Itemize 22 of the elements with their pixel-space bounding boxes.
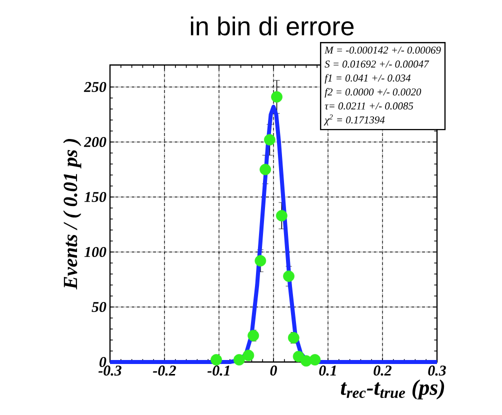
annotation: f1 = 0.041 +/- 0.034 [324,74,411,84]
y-tick-label: 100 [84,246,106,258]
y-tick-label: 200 [84,136,106,148]
annotation: τ= 0.0211 +/- 0.0085 [324,102,414,110]
x-tick-label: 0.3 [428,366,446,376]
annotation: χ$^{2}$ = 0.171394 [324,114,385,126]
x-tick-label: -0.3 [98,366,122,376]
x-tick-label: -0.1 [207,366,230,376]
y-tick-label: 250 [84,82,106,92]
x-tick-label: 0.2 [374,366,392,376]
y-tick-label: 0 [100,356,106,368]
x-axis-title: t$_{rec}$-t$_{true}$ (ps) [340,380,444,400]
x-tick-label: -0.2 [152,366,176,376]
x-tick-label: 0.1 [319,366,336,376]
text: M = -0.000142 +/- 0.00069 [324,46,441,54]
chart-title: in bin di errore [190,16,354,36]
y-axis-title: Events / ( 0.01 ps ) [63,138,82,290]
y-tick-label: 150 [84,192,106,202]
annotation: f2 = 0.0000 +/- 0.0020 [324,88,422,98]
x-tick-label: 0 [270,366,277,376]
annotation: S = 0.01692 +/- 0.00047 [324,60,430,68]
y-tick-label: 50 [92,302,106,312]
